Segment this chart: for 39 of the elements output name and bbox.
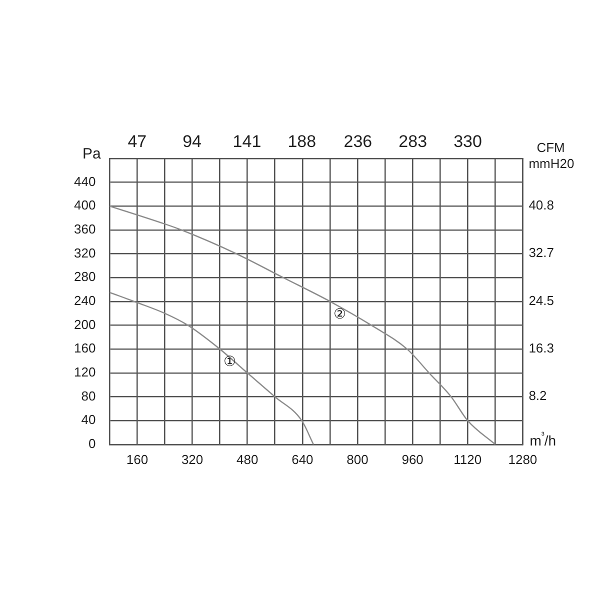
y2-axis-title: mmH20 xyxy=(528,156,574,171)
x-tick-label: 960 xyxy=(402,452,424,467)
annotation: ② xyxy=(333,305,346,322)
y-tick-label: 40 xyxy=(81,412,96,428)
x-tick-label: 480 xyxy=(236,452,258,467)
y2-tick-label: 32.7 xyxy=(528,244,554,260)
y-tick-label: 240 xyxy=(74,292,96,308)
x-tick-label: 1120 xyxy=(454,452,482,467)
line-series xyxy=(110,292,314,444)
x2-tick-label: 141 xyxy=(232,132,262,151)
y-tick-label: 200 xyxy=(74,316,96,332)
y-tick-label: 0 xyxy=(88,436,96,451)
y-tick-label: 280 xyxy=(74,269,96,284)
y-tick-label: 120 xyxy=(74,364,96,380)
y2-tick-label: 8.2 xyxy=(528,388,547,404)
x-tick-label: 320 xyxy=(181,452,204,467)
x-tick-label: 160 xyxy=(126,452,148,467)
x-tick-label: 800 xyxy=(346,452,368,467)
y2-tick-label: 16.3 xyxy=(528,340,554,356)
y-tick-label: 400 xyxy=(74,198,96,213)
x2-tick-label: 330 xyxy=(454,132,482,151)
x-tick-label: 1280 xyxy=(508,452,538,467)
y-tick-label: 440 xyxy=(74,174,96,189)
x2-tick-label: 283 xyxy=(398,132,428,151)
y2-tick-label: 40.8 xyxy=(528,198,554,213)
x-tick-label: 640 xyxy=(292,452,314,467)
y-axis-title: Pa xyxy=(82,146,102,163)
x2-tick-label: 188 xyxy=(288,132,316,151)
y-tick-label: 320 xyxy=(74,245,96,260)
line-series xyxy=(110,205,496,444)
y-tick-label: 160 xyxy=(74,340,96,356)
y-tick-label: 80 xyxy=(81,388,96,404)
x2-axis-title: CFM xyxy=(536,140,565,155)
x2-tick-label: 236 xyxy=(344,132,372,151)
x2-tick-label: 94 xyxy=(182,132,202,151)
x2-tick-label: 47 xyxy=(128,132,147,151)
annotation: ① xyxy=(223,352,236,369)
y2-tick-label: 24.5 xyxy=(528,292,554,308)
y-tick-label: 360 xyxy=(74,221,96,236)
